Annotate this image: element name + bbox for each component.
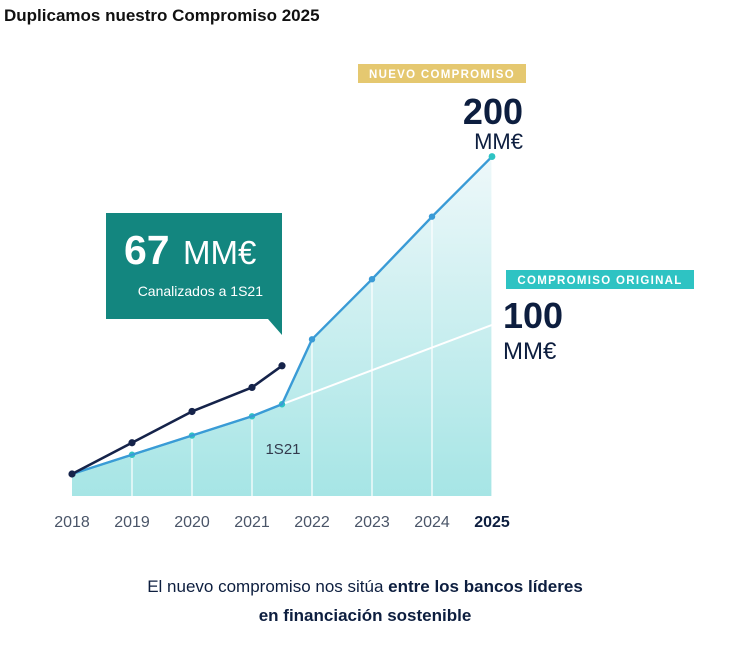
x-tick-2024: 2024 [414,514,450,531]
target-original-value: 100 [503,295,563,336]
callout: 67 MM€ Canalizados a 1S21 [106,213,282,335]
x-tick-2025: 2025 [474,514,510,531]
series-layer [68,153,496,478]
area-fill [72,156,492,497]
caption-line-2: en financiación sostenible [0,601,730,631]
chart-title: Duplicamos nuestro Compromiso 2025 [4,6,320,25]
x-tick-2018: 2018 [54,514,90,531]
data-point-navy-2020 [188,407,196,416]
data-point-blue-2023 [368,275,376,283]
midpoint-label: 1S21 [265,441,300,458]
data-point-blue-2022 [308,336,316,343]
x-tick-labels: 2018 2019 2020 2021 2022 2023 2024 2025 [54,514,510,531]
x-tick-2022: 2022 [294,514,330,531]
data-point-navy-2021.5 [278,362,286,370]
target-new-value: 200 [463,91,523,132]
x-tick-2021: 2021 [234,514,270,531]
callout-sublabel: Canalizados a 1S21 [138,283,264,299]
series-line-blue [71,155,493,476]
caption-bold-1: entre los bancos líderes [388,577,583,596]
badge-new-label: NUEVO COMPROMISO [369,69,515,81]
target-original-unit: MM€ [503,338,557,365]
data-point-navy-2019 [128,439,136,447]
data-point-navy-2018 [68,470,76,478]
caption-line-1: El nuevo compromiso nos sitúa entre los … [0,572,730,602]
data-point-blue-2024 [428,213,436,220]
data-point-blue-2025 [488,153,496,160]
series-line-original-projection [281,323,493,406]
target-new-unit: MM€ [474,129,523,154]
badge-new: NUEVO COMPROMISO [358,64,526,83]
callout-value: 67 [124,227,170,273]
badge-original-label: COMPROMISO ORIGINAL [517,275,682,287]
x-tick-2020: 2020 [174,514,210,531]
callout-box [106,213,282,335]
data-point-navy-2021 [248,383,256,392]
badge-original: COMPROMISO ORIGINAL [506,270,694,289]
caption-normal: El nuevo compromiso nos sitúa [147,577,389,596]
caption-bold-2: en financiación sostenible [258,606,472,625]
badge-original-bg [506,270,694,289]
x-tick-2019: 2019 [114,514,150,531]
callout-unit: MM€ [183,234,256,271]
badge-new-bg [358,64,526,83]
x-tick-2023: 2023 [354,514,390,531]
gridlines [131,156,493,496]
